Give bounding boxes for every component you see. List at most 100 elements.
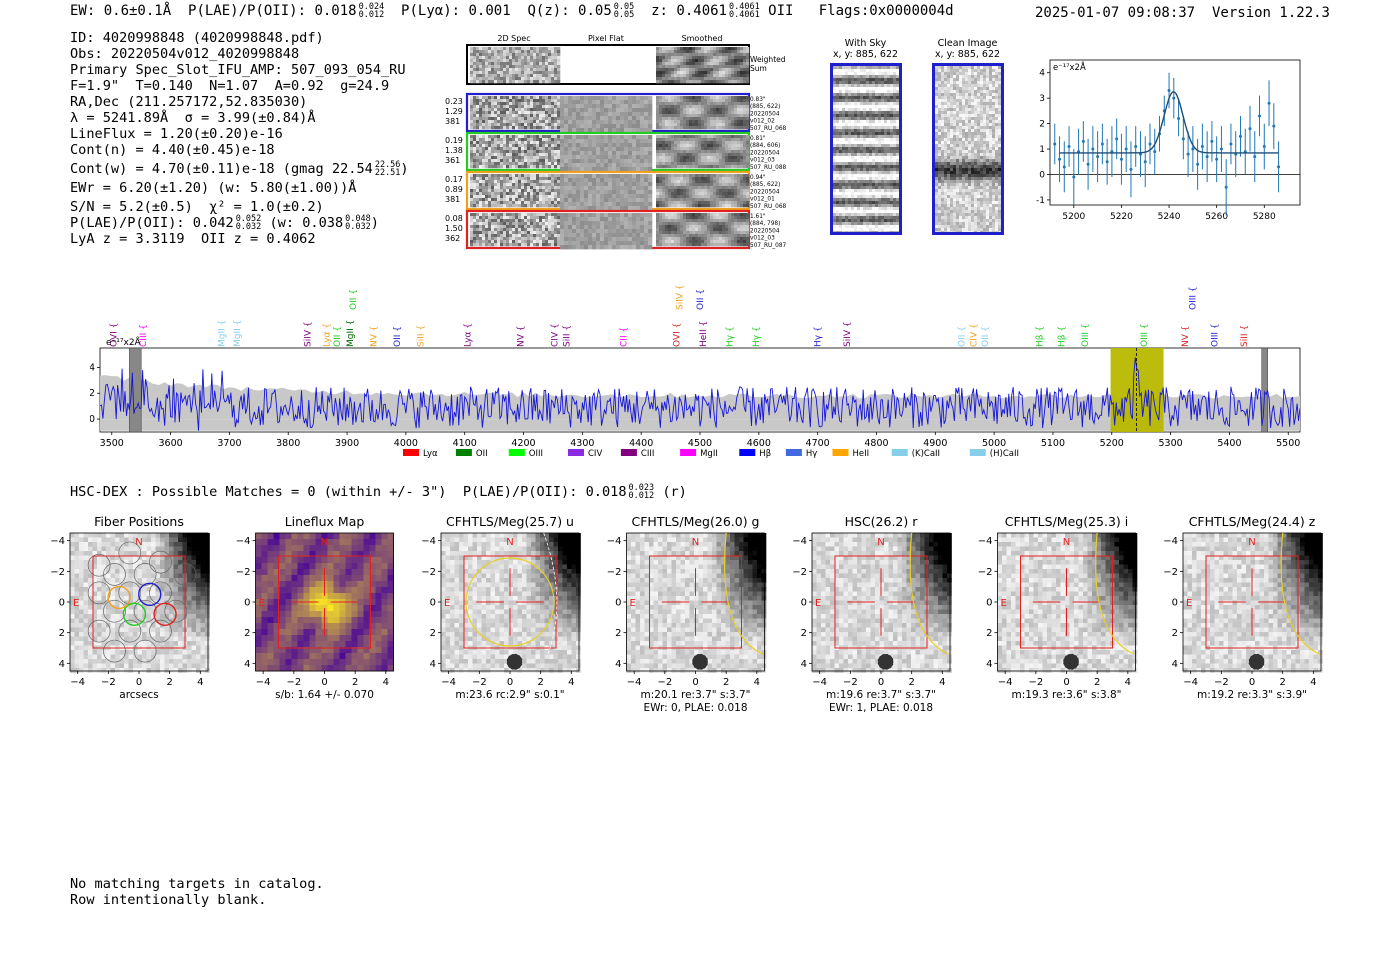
zoom-plot-frame <box>1049 59 1301 206</box>
lineflux-cell <box>303 575 310 582</box>
lineflux-cell <box>345 623 352 630</box>
cutout-caption: m:19.2 re:3.3" s:3.9" <box>1197 689 1307 701</box>
line-label-text: CIV { <box>551 323 561 347</box>
data-point <box>1096 155 1100 159</box>
lineflux-cell <box>273 623 280 630</box>
lineflux-cell <box>369 551 376 558</box>
lineflux-cell <box>369 617 376 624</box>
lineflux-cell <box>351 659 358 666</box>
x-tick-label: 4800 <box>864 438 888 449</box>
line-label-text: MgII { <box>346 320 356 347</box>
lineflux-cell <box>273 617 280 624</box>
x-tick-label: −2 <box>472 677 487 688</box>
line-label: OII { <box>958 326 968 347</box>
lineflux-cell <box>351 575 358 582</box>
lineflux-cell <box>363 533 370 540</box>
lineflux-cell <box>333 641 340 648</box>
lineflux-cell <box>345 533 352 540</box>
fiber-pixel-flat <box>560 135 653 172</box>
lineflux-cell <box>285 647 292 654</box>
compass-east: E <box>259 598 265 609</box>
with-sky-image <box>829 63 902 235</box>
lineflux-cell <box>381 575 388 582</box>
line-label: HeII { <box>699 321 709 347</box>
unit-label: e⁻¹⁷x2Å <box>1053 61 1086 73</box>
lineflux-cell <box>351 557 358 564</box>
lineflux-cell <box>333 533 340 540</box>
compass-north: N <box>506 537 513 548</box>
y-tick-label: −4 <box>50 536 65 547</box>
lineflux-cell <box>291 539 298 546</box>
compass-east: E <box>630 598 636 609</box>
lineflux-cell <box>375 545 382 552</box>
lineflux-cell <box>357 647 364 654</box>
lineflux-cell <box>291 635 298 642</box>
lineflux-cell <box>363 629 370 636</box>
lineflux-cell <box>387 587 394 594</box>
data-point <box>1153 150 1157 154</box>
lineflux-cell <box>369 575 376 582</box>
lineflux-cell <box>273 599 280 606</box>
line-label-text: HeII { <box>699 321 709 347</box>
lineflux-cell <box>267 653 274 660</box>
lineflux-cell <box>315 665 322 672</box>
data-point <box>1219 147 1223 151</box>
x-tick-label: 4 <box>1125 677 1131 688</box>
lineflux-cell <box>291 563 298 570</box>
lineflux-cell <box>375 569 382 576</box>
lineflux-cell <box>369 659 376 666</box>
data-point <box>1191 147 1195 151</box>
lineflux-cell <box>375 533 382 540</box>
lineflux-cell <box>279 539 286 546</box>
lineflux-cell <box>297 641 304 648</box>
neighbor-source <box>1248 653 1265 671</box>
x-tick-label: 2 <box>723 677 729 688</box>
lineflux-cell <box>261 617 268 624</box>
lineflux-cell <box>267 593 274 600</box>
lineflux-cell <box>351 647 358 654</box>
lineflux-cell <box>315 593 322 600</box>
lineflux-cell <box>279 629 286 636</box>
fiber-right-value: 507_RU_087 <box>750 243 787 249</box>
lineflux-cell <box>273 665 280 672</box>
lineflux-cell <box>381 665 388 672</box>
x-tick-label: 5000 <box>982 438 1006 449</box>
lineflux-cell <box>297 569 304 576</box>
qz-value: Q(z): 0.05 <box>527 3 612 19</box>
lineflux-cell <box>339 551 346 558</box>
lineflux-cell <box>369 611 376 618</box>
lineflux-cell <box>261 641 268 648</box>
neighbor-ellipse <box>1095 532 1135 655</box>
lineflux-cell <box>363 557 370 564</box>
lineflux-cell <box>315 551 322 558</box>
data-point <box>1277 165 1281 169</box>
y-tick-label: 4 <box>1039 69 1045 79</box>
plya-value: P(Lyα): 0.001 <box>401 3 511 19</box>
cutout-caption: m:23.6 rc:2.9" s:0.1" <box>455 689 564 701</box>
fiber-2dspec <box>470 174 561 208</box>
lineflux-cell <box>351 587 358 594</box>
lineflux-cell <box>333 545 340 552</box>
data-point <box>1196 162 1200 166</box>
fiber-circle <box>133 563 157 586</box>
lineflux-cell <box>261 569 268 576</box>
lineflux-cell <box>267 623 274 630</box>
lineflux-cell <box>303 569 310 576</box>
lineflux-cell <box>303 611 310 618</box>
data-point <box>1267 101 1271 105</box>
y-tick-label: 4 <box>90 362 95 373</box>
lineflux-cell <box>297 587 304 594</box>
lineflux-cell <box>285 587 292 594</box>
lineflux-cell <box>255 629 262 636</box>
lineflux-cell <box>333 617 340 624</box>
lineflux-cell <box>267 605 274 612</box>
spec2d-col-title: Smoothed <box>682 34 723 43</box>
lineflux-cell <box>267 539 274 546</box>
lineflux-cell <box>333 593 340 600</box>
lineflux-cell <box>387 539 394 546</box>
lineflux-cell <box>369 539 376 546</box>
y-tick-label: 2 <box>1172 628 1178 639</box>
cutout-caption: m:19.3 re:3.6" s:3.8" <box>1012 689 1122 701</box>
lineflux-cell <box>303 539 310 546</box>
lineflux-cell <box>381 629 388 636</box>
